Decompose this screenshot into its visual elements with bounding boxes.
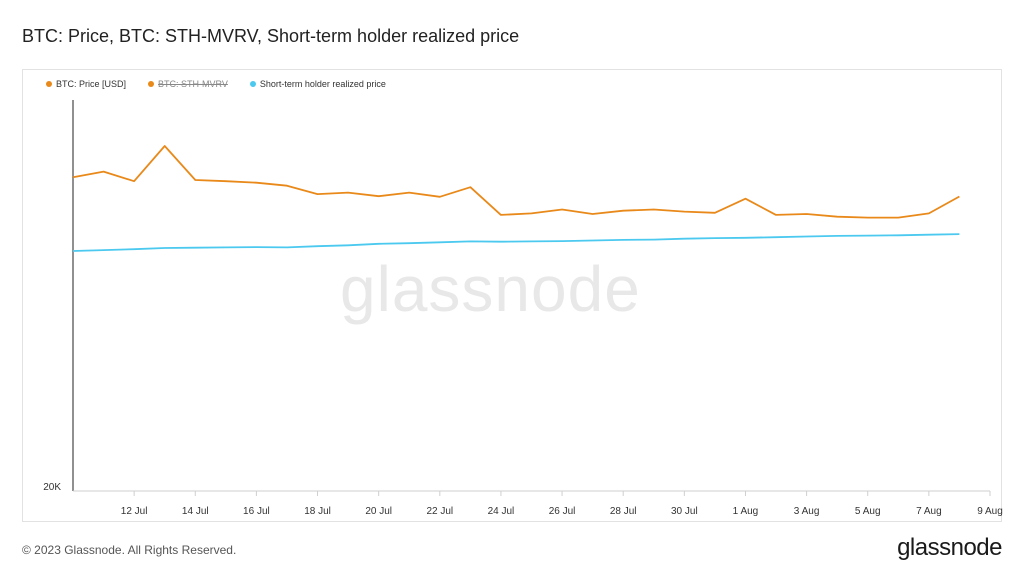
y-tick-label: 20K [43, 482, 61, 493]
chart-legend: BTC: Price [USD] BTC: STH-MVRV Short-ter… [46, 79, 386, 89]
legend-dot [148, 81, 155, 87]
chart-axes: 20K 12 Jul 14 Jul 16 Jul 18 Jul 20 Jul 22 Jul 2… [43, 100, 1003, 517]
x-tick-label: 3 Aug [794, 506, 820, 517]
x-tick-label: 5 Aug [855, 506, 881, 517]
x-tick-label: 18 Jul [304, 506, 331, 517]
x-tick-label: 7 Aug [916, 506, 942, 517]
x-tick-label: 12 Jul [121, 506, 148, 517]
x-tick-label: 14 Jul [182, 506, 209, 517]
x-tick-label: 30 Jul [671, 506, 698, 517]
chart-title: BTC: Price, BTC: STH-MVRV, Short-term ho… [22, 26, 520, 46]
legend-label: BTC: Price [USD] [56, 79, 127, 89]
legend-dot [249, 81, 256, 87]
x-tick-label: 1 Aug [733, 506, 759, 517]
series-line-btc-price-usd [72, 145, 960, 219]
legend-label: BTC: STH-MVRV [158, 79, 228, 89]
x-tick-label: 24 Jul [488, 506, 515, 517]
legend-item-btc-price[interactable]: BTC: Price [USD] [46, 79, 126, 89]
x-tick-label: 22 Jul [426, 506, 453, 517]
glassnode-logo: glassnode [897, 534, 1002, 561]
x-tick-label: 9 Aug [977, 506, 1003, 517]
copyright-footer: © 2023 Glassnode. All Rights Reserved. [22, 543, 237, 557]
series-line-short-term-holder-realized-price [72, 233, 960, 252]
x-tick-label: 26 Jul [549, 506, 576, 517]
chart-series [72, 145, 960, 252]
x-tick-label: 20 Jul [365, 506, 392, 517]
legend-item-sth-realized-price[interactable]: Short-term holder realized price [249, 79, 386, 89]
legend-label: Short-term holder realized price [259, 79, 386, 89]
legend-dot [46, 81, 52, 87]
x-tick-label: 28 Jul [610, 506, 637, 517]
chart-frame [22, 69, 1002, 522]
x-tick-label: 16 Jul [243, 506, 270, 517]
legend-item-sth-mvrv[interactable]: BTC: STH-MVRV [148, 79, 228, 89]
